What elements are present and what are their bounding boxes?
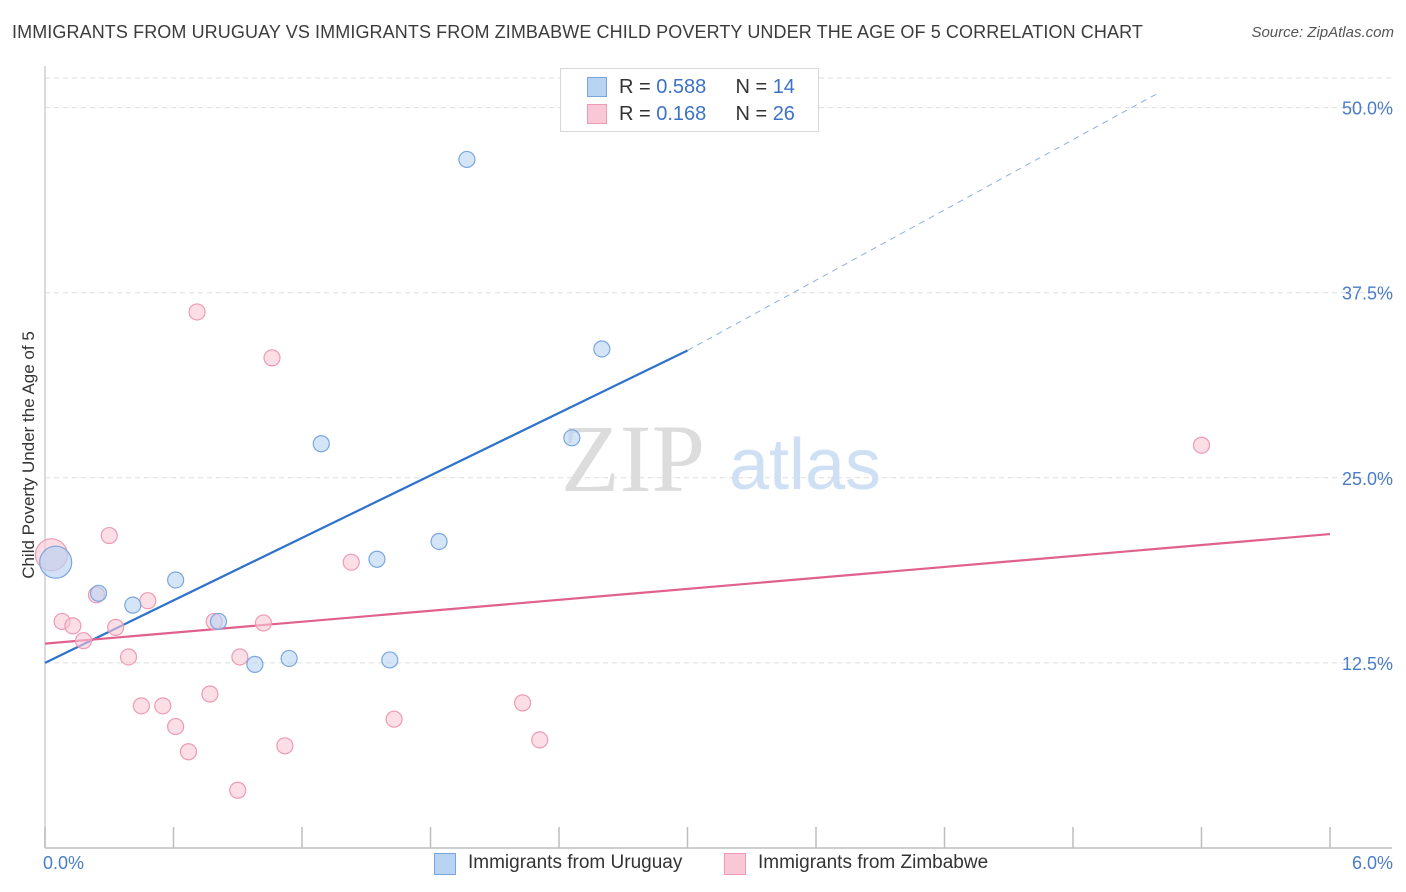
trendlines — [44, 92, 1331, 664]
zimbabwe-point-10 — [154, 697, 172, 715]
uruguay-r-value: 0.588 — [656, 76, 707, 98]
uruguay-legend-label: Immigrants from Uruguay — [468, 852, 683, 873]
zimbabwe-point-9 — [139, 592, 157, 610]
zimbabwe-point-5 — [100, 526, 118, 545]
source-credit: Source: ZipAtlas.com — [1251, 24, 1394, 41]
gridlines — [45, 77, 1392, 664]
zimbabwe-point-24 — [531, 731, 549, 749]
x-tick-label-1: 6.0% — [1352, 853, 1393, 873]
y-tick-label-1: 25.0% — [1342, 469, 1393, 489]
chart-title: IMMIGRANTS FROM URUGUAY VS IMMIGRANTS FR… — [12, 22, 1143, 42]
zimbabwe-point-7 — [119, 648, 138, 666]
zimbabwe-point-2 — [64, 617, 82, 635]
zimbabwe-r-value: 0.168 — [656, 103, 707, 125]
x-tick-label-0: 0.0% — [43, 853, 84, 873]
zimbabwe-point-18 — [254, 614, 273, 632]
uruguay-trendline-extension — [687, 92, 1159, 351]
uruguay-n-label: N = — [735, 76, 768, 98]
uruguay-point-9 — [381, 651, 399, 669]
uruguay-point-2 — [124, 596, 142, 614]
uruguay-n-value: 14 — [772, 76, 795, 98]
watermark-atlas: atlas — [729, 425, 881, 505]
zimbabwe-point-11 — [167, 717, 185, 736]
zimbabwe-point-21 — [342, 553, 360, 571]
uruguay-point-5 — [246, 655, 264, 673]
zimbabwe-n-label: N = — [735, 103, 768, 125]
zimbabwe-point-14 — [201, 685, 219, 703]
uruguay-point-6 — [280, 649, 298, 668]
axes — [44, 66, 1392, 849]
uruguay-point-4 — [209, 612, 228, 631]
zimbabwe-legend-label: Immigrants from Zimbabwe — [758, 852, 989, 873]
zimbabwe-point-22 — [385, 710, 403, 728]
watermark-zip: ZIP — [561, 405, 705, 512]
zimbabwe-point-6 — [107, 618, 125, 636]
uruguay-point-13 — [593, 340, 611, 358]
zimbabwe-point-17 — [231, 648, 249, 666]
uruguay-point-7 — [312, 435, 330, 453]
zimbabwe-point-23 — [513, 694, 532, 712]
uruguay-swatch-bottom — [434, 853, 456, 875]
uruguay-point-12 — [563, 429, 581, 447]
zimbabwe-point-20 — [276, 737, 294, 755]
uruguay-point-10 — [430, 532, 448, 551]
zimbabwe-point-16 — [229, 781, 247, 799]
zimbabwe-point-3 — [74, 632, 93, 650]
zimbabwe-swatch — [587, 104, 607, 124]
uruguay-point-8 — [368, 550, 386, 568]
data-points — [34, 150, 1211, 799]
uruguay-point-0 — [39, 545, 73, 579]
zimbabwe-n-value: 26 — [772, 103, 795, 125]
correlation-legend: R = 0.588 N = 14 R = 0.168 N = 26 — [560, 68, 819, 132]
y-tick-label-0: 12.5% — [1342, 654, 1393, 674]
tick-labels: 12.5% 25.0% 37.5% 50.0% 0.0% 6.0% — [43, 99, 1393, 873]
uruguay-swatch — [587, 77, 607, 97]
zimbabwe-r-label: R = — [619, 103, 651, 125]
y-tick-label-3: 50.0% — [1342, 99, 1393, 119]
uruguay-point-11 — [458, 150, 476, 169]
y-tick-label-2: 37.5% — [1342, 284, 1393, 304]
uruguay-r-label: R = — [619, 76, 651, 98]
zimbabwe-point-19 — [263, 349, 281, 367]
zimbabwe-point-12 — [179, 743, 198, 761]
zimbabwe-point-25 — [1192, 436, 1211, 454]
zimbabwe-trendline — [44, 532, 1331, 645]
uruguay-point-3 — [167, 571, 185, 589]
zimbabwe-point-13 — [188, 303, 206, 321]
zimbabwe-point-8 — [132, 697, 150, 715]
y-axis-title: Child Poverty Under the Age of 5 — [19, 331, 38, 579]
uruguay-trendline — [44, 349, 688, 664]
zimbabwe-swatch-bottom — [724, 853, 746, 875]
uruguay-point-1 — [89, 584, 108, 602]
